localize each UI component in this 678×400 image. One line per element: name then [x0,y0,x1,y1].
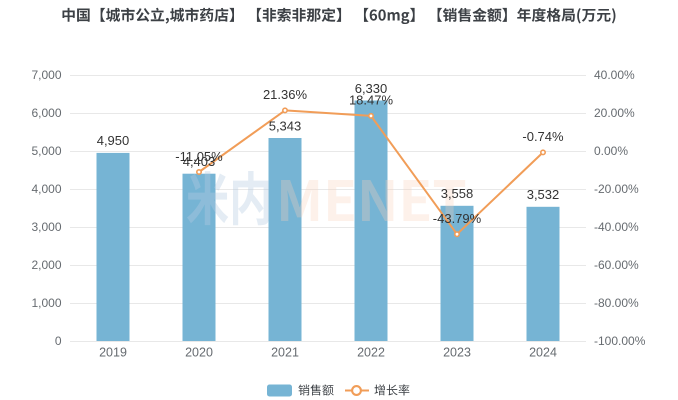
svg-text:1,000: 1,000 [31,296,61,310]
svg-text:4,950: 4,950 [97,133,130,148]
svg-text:2019: 2019 [99,346,127,360]
svg-text:4,000: 4,000 [31,182,61,196]
svg-text:4,403: 4,403 [183,154,216,169]
svg-text:2022: 2022 [357,346,385,360]
svg-text:6,330: 6,330 [355,81,388,96]
svg-text:-43.79%: -43.79% [433,211,482,226]
svg-text:7,000: 7,000 [31,68,61,82]
svg-text:2021: 2021 [271,346,299,360]
svg-text:2024: 2024 [529,346,557,360]
svg-text:2023: 2023 [443,346,471,360]
svg-text:-0.74%: -0.74% [522,129,564,144]
svg-text:-20.00%: -20.00% [594,182,639,196]
svg-text:2020: 2020 [185,346,213,360]
svg-text:-100.00%: -100.00% [594,334,646,348]
svg-text:3,558: 3,558 [441,186,474,201]
svg-text:40.00%: 40.00% [594,68,635,82]
svg-text:-11.05%: -11.05% [175,149,223,164]
svg-text:-80.00%: -80.00% [594,296,639,310]
svg-text:0.00%: 0.00% [594,144,628,158]
svg-text:-60.00%: -60.00% [594,258,639,272]
svg-text:-40.00%: -40.00% [594,220,639,234]
svg-text:3,532: 3,532 [527,187,560,202]
svg-text:21.36%: 21.36% [263,87,308,102]
svg-text:5,343: 5,343 [269,118,302,133]
svg-text:20.00%: 20.00% [594,106,635,120]
svg-text:5,000: 5,000 [31,144,61,158]
svg-text:18.47%: 18.47% [349,93,394,108]
svg-text:6,000: 6,000 [31,106,61,120]
svg-text:0: 0 [55,334,62,348]
svg-text:2,000: 2,000 [31,258,61,272]
svg-text:3,000: 3,000 [31,220,61,234]
